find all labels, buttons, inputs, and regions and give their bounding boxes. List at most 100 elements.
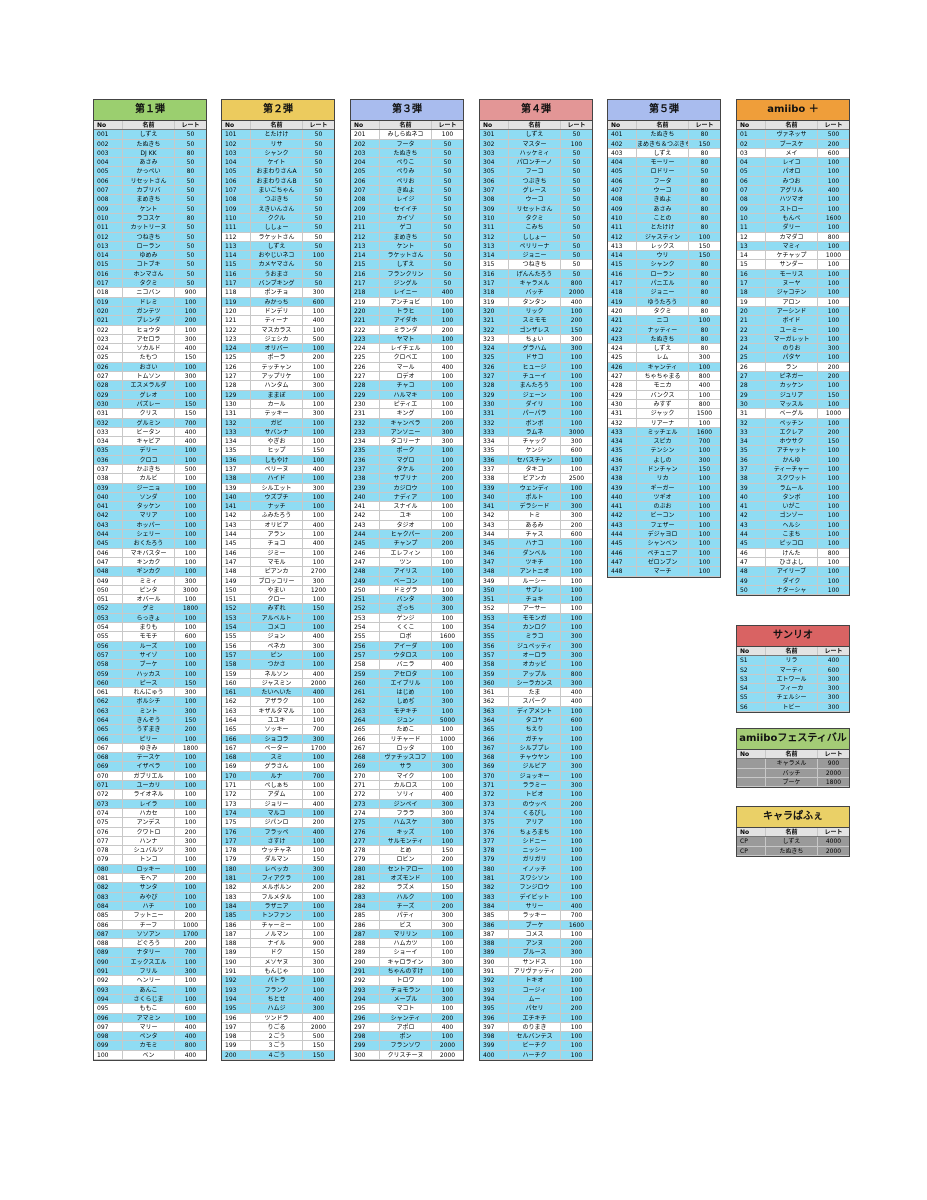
cell-rate: 500 [827,131,840,139]
cell-no: 280 [351,864,380,874]
cell-no: 437 [608,464,637,474]
cell-no: 113 [222,241,251,251]
cell-name: ブーケ [509,920,561,929]
table-row: 181 フィアクラ 100 [222,874,334,884]
cell-name: ケイト [251,158,303,167]
cell-no: 340 [480,492,509,502]
cell-name: スワシソン [509,874,561,883]
cell-name: シルエット [251,483,303,492]
cell-no: 212 [351,232,380,241]
cell-no: 266 [351,734,380,743]
table-row: 083 みやび 100 [94,892,206,902]
cell-no: 288 [351,939,380,948]
cell-name: ソリィ [380,790,432,799]
table-row: 379 ガリガリ 100 [480,855,592,865]
cell-rate: 800 [184,1042,197,1050]
cell-rate: 50 [314,168,323,176]
cell-no: 314 [480,251,509,260]
cell-name: オズモンド [380,874,432,883]
table-row: 30 マッスル 100 [737,399,849,410]
cell-no: 41 [737,502,766,511]
cell-name: アイリーブ [766,567,818,576]
table-row: 437 ドンチャン 150 [608,464,720,475]
table-row: 268 ヴァチッスコフ 100 [351,753,463,763]
table-row: 188 ナイル 900 [222,939,334,949]
table-row: 218 レイニー 400 [351,288,463,298]
table-sanrio: サンリオ No 名前 レート S1 リラ 400 S2 マーティ 600 S3 エトワール 300 S4 フ… [736,625,850,714]
cell-no: 039 [94,483,123,492]
cell-rate: 100 [184,800,197,808]
cell-rate: 100 [184,456,197,464]
table-row: 289 ショーイ 100 [351,948,463,958]
cell-no: 096 [94,1013,123,1022]
cell-name: ブレンダ [123,316,175,325]
cell-rate: 100 [441,382,454,390]
cell-rate: 100 [441,624,454,632]
cell-name: テースケ [123,753,175,762]
cell-rate: 100 [184,763,197,771]
cell-no: 302 [480,139,509,148]
table-row: 340 ポルト 100 [480,492,592,503]
cell-name: フリル [123,967,175,976]
cell-no: 384 [480,901,509,911]
cell-name: ナタリー [123,948,175,957]
table-row: 064 きんぞう 150 [94,716,206,726]
cell-name: タクミ [637,306,689,316]
cell-name: キャラメル [766,759,818,768]
cell-name: アポロ [380,1022,432,1032]
cell-no: 326 [480,362,509,371]
table-row: 34 ホウサク 150 [737,437,849,447]
cell-no: 091 [94,967,123,976]
cell-rate: 200 [184,317,197,325]
cell-name: アラン [251,530,303,539]
table-row: 241 スナイル 100 [351,502,463,512]
table-row: 111 ししょー 50 [222,223,334,233]
cell-rate: 100 [441,558,454,566]
cell-name: フータ [637,176,689,186]
cell-name: オバール [123,595,175,604]
cell-no: 38 [737,474,766,483]
table-row: 109 えきいんさん 50 [222,204,334,214]
cell-rate: 150 [698,252,711,260]
cell-no: 043 [94,520,123,530]
cell-rate: 100 [827,159,840,167]
cell-no: 421 [608,316,637,325]
cell-name: バンブキング [251,279,303,288]
cell-no: 028 [94,381,123,390]
cell-rate: 2500 [568,475,585,483]
table-row: 301 しずえ 50 [480,130,592,140]
cell-name: ジパンロ [251,818,303,827]
cell-name: クロコ [123,455,175,464]
cell-rate: 100 [827,242,840,250]
cell-no: 283 [351,892,380,901]
table-row: 154 コメコ 100 [222,623,334,633]
table-row: 236 マグロ 100 [351,455,463,465]
cell-no: 226 [351,362,380,371]
cell-no: 276 [351,827,380,836]
cell-no: 425 [608,353,637,362]
cell-rate: 300 [312,382,325,390]
cell-no: 127 [222,372,251,381]
cell-no: 193 [222,985,251,994]
cell-no: 166 [222,734,251,743]
cell-no: 281 [351,874,380,883]
table-row: 407 ウーコ 80 [608,186,720,196]
table-row: 073 レイラ 100 [94,799,206,809]
cell-name: つねきち [123,232,175,241]
cell-no: 322 [480,325,509,334]
cell-rate: 100 [698,521,711,529]
cell-rate: 200 [441,326,454,334]
table-row: 319 タンタン 400 [480,297,592,307]
cell-name: カットリーヌ [123,223,175,232]
cell-name: アンチョビ [380,297,432,306]
table-row: 32 ペッチン 100 [737,418,849,428]
cell-name: ロッタ [380,743,432,753]
cell-name: グミ [123,604,175,613]
cell-rate: 100 [441,456,454,464]
cell-no: 003 [94,148,123,158]
cell-no: 061 [94,688,123,697]
cell-name: きぬよ [380,186,432,195]
table-row: 276 キッズ 100 [351,827,463,837]
table-row: 291 ちゃんのすけ 100 [351,967,463,977]
cell-rate: 100 [441,828,454,836]
